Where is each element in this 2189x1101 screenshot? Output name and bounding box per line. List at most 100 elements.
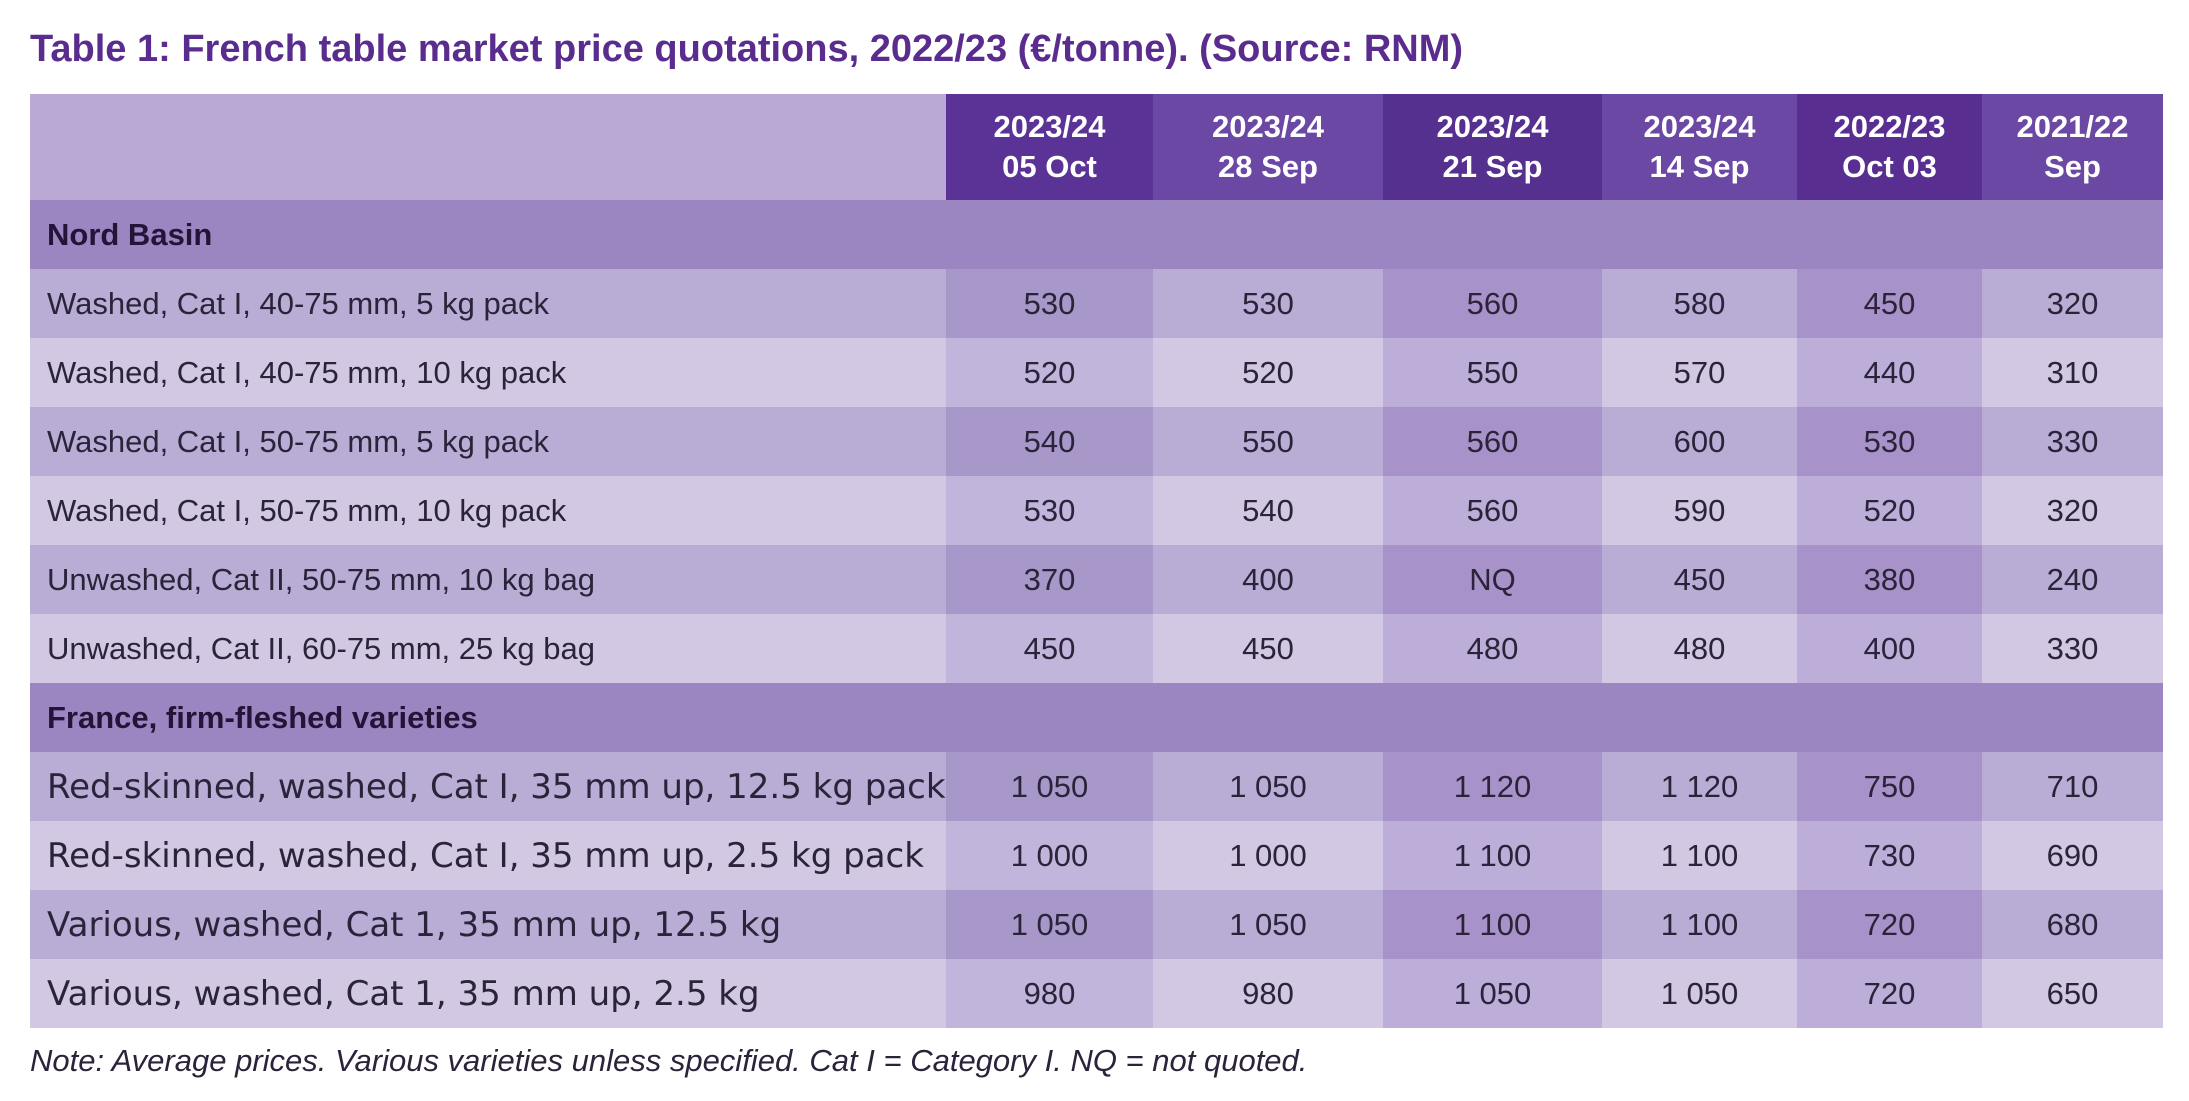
column-header: 2022/23 Oct 03 — [1797, 94, 1982, 200]
header-row: 2023/24 05 Oct 2023/24 28 Sep 2023/24 21 Se… — [30, 94, 2163, 200]
column-year: 2023/24 — [1436, 109, 1549, 144]
table-row: Red-skinned, washed, Cat I, 35 mm up, 2.… — [30, 821, 2163, 890]
row-label: Washed, Cat I, 40-75 mm, 5 kg pack — [30, 269, 946, 338]
column-year: 2021/22 — [2016, 109, 2129, 144]
price-cell: 980 — [1153, 959, 1383, 1028]
column-header: 2023/24 14 Sep — [1602, 94, 1797, 200]
price-table: 2023/24 05 Oct 2023/24 28 Sep 2023/24 21 Se… — [30, 94, 2163, 1028]
price-cell: 450 — [1602, 545, 1797, 614]
price-cell: 550 — [1153, 407, 1383, 476]
price-cell: 520 — [1153, 338, 1383, 407]
row-label: Red-skinned, washed, Cat I, 35 mm up, 12… — [30, 752, 946, 821]
price-cell: 520 — [1797, 476, 1982, 545]
price-cell: 560 — [1383, 407, 1602, 476]
price-cell: 440 — [1797, 338, 1982, 407]
column-header: 2023/24 21 Sep — [1383, 94, 1602, 200]
section-title: France, firm-fleshed varieties — [30, 683, 2163, 752]
row-label: Red-skinned, washed, Cat I, 35 mm up, 2.… — [30, 821, 946, 890]
row-label: Various, washed, Cat 1, 35 mm up, 2.5 kg — [30, 959, 946, 1028]
table-row: Unwashed, Cat II, 60-75 mm, 25 kg bag 450… — [30, 614, 2163, 683]
price-cell: 720 — [1797, 959, 1982, 1028]
price-cell: 560 — [1383, 476, 1602, 545]
price-cell: 530 — [1153, 269, 1383, 338]
price-cell: 720 — [1797, 890, 1982, 959]
price-cell: 320 — [1982, 269, 2163, 338]
column-year: 2023/24 — [1643, 109, 1756, 144]
table-note: Note: Average prices. Various varieties … — [30, 1043, 1308, 1078]
price-cell: 710 — [1982, 752, 2163, 821]
price-cell: 540 — [946, 407, 1153, 476]
price-cell: 400 — [1153, 545, 1383, 614]
price-cell: 330 — [1982, 407, 2163, 476]
table-title: Table 1: French table market price quota… — [30, 28, 1464, 70]
table-row: Washed, Cat I, 50-75 mm, 5 kg pack 540 550… — [30, 407, 2163, 476]
header-label-cell — [30, 94, 946, 200]
price-cell: 1 100 — [1602, 890, 1797, 959]
row-label: Washed, Cat I, 40-75 mm, 10 kg pack — [30, 338, 946, 407]
column-date: 14 Sep — [1649, 149, 1750, 184]
price-cell: 650 — [1982, 959, 2163, 1028]
table-row: Red-skinned, washed, Cat I, 35 mm up, 12… — [30, 752, 2163, 821]
price-cell: 520 — [946, 338, 1153, 407]
row-label: Washed, Cat I, 50-75 mm, 10 kg pack — [30, 476, 946, 545]
price-cell: 240 — [1982, 545, 2163, 614]
table-row: Unwashed, Cat II, 50-75 mm, 10 kg bag 370… — [30, 545, 2163, 614]
price-cell: 690 — [1982, 821, 2163, 890]
section-header: Nord Basin — [30, 200, 2163, 269]
price-cell: 580 — [1602, 269, 1797, 338]
price-cell: 330 — [1982, 614, 2163, 683]
price-cell: 480 — [1602, 614, 1797, 683]
price-cell: 530 — [946, 269, 1153, 338]
price-cell: 730 — [1797, 821, 1982, 890]
table-row: Various, washed, Cat 1, 35 mm up, 2.5 kg… — [30, 959, 2163, 1028]
column-date: 21 Sep — [1442, 149, 1543, 184]
price-cell: 1 120 — [1383, 752, 1602, 821]
column-header: 2023/24 05 Oct — [946, 94, 1153, 200]
column-header: 2021/22 Sep — [1982, 94, 2163, 200]
row-label: Various, washed, Cat 1, 35 mm up, 12.5 k… — [30, 890, 946, 959]
section-header: France, firm-fleshed varieties — [30, 683, 2163, 752]
row-label: Washed, Cat I, 50-75 mm, 5 kg pack — [30, 407, 946, 476]
price-cell: 680 — [1982, 890, 2163, 959]
price-cell: 1 100 — [1602, 821, 1797, 890]
column-year: 2022/23 — [1833, 109, 1946, 144]
row-label: Unwashed, Cat II, 50-75 mm, 10 kg bag — [30, 545, 946, 614]
table-row: Washed, Cat I, 40-75 mm, 5 kg pack 530 530… — [30, 269, 2163, 338]
price-cell: 370 — [946, 545, 1153, 614]
price-cell: 450 — [1797, 269, 1982, 338]
price-cell: 480 — [1383, 614, 1602, 683]
price-cell: 590 — [1602, 476, 1797, 545]
column-date: Sep — [2044, 149, 2101, 184]
column-date: 28 Sep — [1218, 149, 1318, 184]
price-cell: 1 050 — [946, 752, 1153, 821]
price-cell: 530 — [946, 476, 1153, 545]
column-date: 05 Oct — [1002, 149, 1097, 184]
price-cell: 1 120 — [1602, 752, 1797, 821]
price-cell: 450 — [1153, 614, 1383, 683]
row-label: Unwashed, Cat II, 60-75 mm, 25 kg bag — [30, 614, 946, 683]
price-cell: 1 000 — [946, 821, 1153, 890]
table-row: Washed, Cat I, 40-75 mm, 10 kg pack 520 52… — [30, 338, 2163, 407]
column-year: 2023/24 — [1211, 109, 1325, 144]
section-title: Nord Basin — [30, 200, 2163, 269]
price-cell: 540 — [1153, 476, 1383, 545]
price-cell: 450 — [946, 614, 1153, 683]
price-cell: 380 — [1797, 545, 1982, 614]
price-cell: 560 — [1383, 269, 1602, 338]
price-cell: 530 — [1797, 407, 1982, 476]
price-cell: 1 100 — [1383, 821, 1602, 890]
price-cell: 1 050 — [946, 890, 1153, 959]
column-header: 2023/24 28 Sep — [1153, 94, 1383, 200]
price-cell: 1 100 — [1383, 890, 1602, 959]
price-cell: 1 000 — [1153, 821, 1383, 890]
price-cell: 570 — [1602, 338, 1797, 407]
price-cell: 1 050 — [1383, 959, 1602, 1028]
price-cell: 550 — [1383, 338, 1602, 407]
table-row: Various, washed, Cat 1, 35 mm up, 12.5 k… — [30, 890, 2163, 959]
price-cell: 400 — [1797, 614, 1982, 683]
table-body: Nord Basin Washed, Cat I, 40-75 mm, 5 kg … — [30, 200, 2163, 1028]
price-cell: 1 050 — [1153, 752, 1383, 821]
column-year: 2023/24 — [993, 109, 1106, 144]
price-cell: 320 — [1982, 476, 2163, 545]
price-cell: NQ — [1383, 545, 1602, 614]
